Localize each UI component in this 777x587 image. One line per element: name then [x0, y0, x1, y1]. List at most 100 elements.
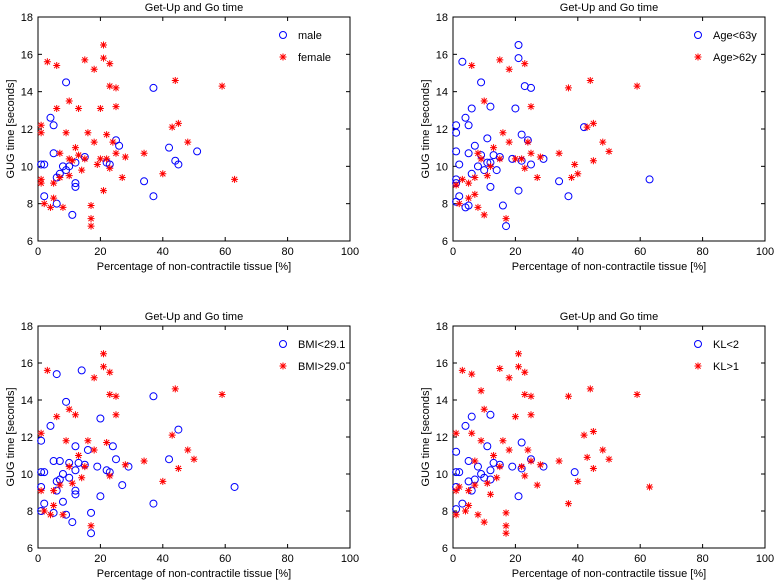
legend-marker-circle	[694, 340, 702, 348]
y-tick-label: 6	[27, 543, 33, 555]
data-point-star	[521, 60, 529, 68]
legend: BMI<29.1 BMI>29.0	[279, 339, 345, 373]
data-point-circle	[71, 179, 80, 188]
data-point-circle	[502, 222, 511, 231]
data-point-star	[477, 387, 485, 395]
legend-label: KL<2	[713, 339, 739, 351]
data-point-star	[103, 439, 111, 447]
data-point-circle	[230, 482, 239, 491]
data-point-star	[461, 507, 469, 515]
data-point-star	[37, 179, 45, 187]
data-point-star	[555, 149, 563, 157]
data-point-star	[583, 123, 591, 131]
data-point-circle	[483, 442, 492, 451]
x-tick-label: 40	[157, 246, 169, 258]
data-point-star	[87, 222, 95, 230]
data-point-star	[109, 138, 117, 146]
y-tick-label: 10	[21, 161, 33, 173]
data-point-star	[37, 129, 45, 137]
data-point-star	[646, 483, 654, 491]
data-point-circle	[511, 104, 520, 113]
data-point-star	[65, 97, 73, 105]
data-point-star	[505, 446, 513, 454]
data-point-circle	[470, 141, 479, 150]
y-tick-label: 16	[21, 49, 33, 61]
data-point-circle	[464, 121, 473, 130]
data-point-star	[505, 374, 513, 382]
data-point-star	[100, 350, 108, 358]
data-point-star	[121, 153, 129, 161]
y-tick-label: 10	[21, 469, 33, 481]
x-tick-label: 100	[756, 246, 774, 258]
data-point-star	[40, 507, 48, 515]
data-point-circle	[486, 182, 495, 191]
data-point-circle	[508, 462, 517, 471]
data-point-circle	[65, 162, 74, 171]
data-point-circle	[68, 518, 77, 527]
data-point-circle	[40, 160, 49, 169]
data-point-star	[486, 162, 494, 170]
data-point-circle	[118, 481, 127, 490]
data-point-star	[486, 490, 494, 498]
data-point-star	[106, 82, 114, 90]
data-point-circle	[455, 192, 464, 201]
data-point-star	[574, 477, 582, 485]
data-point-star	[59, 511, 67, 519]
legend-marker-star	[694, 53, 702, 61]
data-point-circle	[483, 134, 492, 143]
legend-marker-star	[279, 53, 287, 61]
data-point-star	[100, 54, 108, 62]
y-tick-label: 18	[436, 12, 448, 24]
data-point-circle	[461, 421, 470, 430]
data-point-circle	[527, 83, 535, 92]
data-point-star	[71, 144, 79, 152]
legend-marker-star	[279, 362, 287, 370]
data-point-circle	[514, 41, 523, 49]
legend-label: BMI<29.1	[298, 339, 345, 351]
data-point-circle	[486, 466, 495, 475]
data-point-star	[465, 194, 473, 202]
data-point-circle	[52, 199, 61, 208]
data-point-star	[68, 479, 76, 487]
data-point-star	[62, 129, 70, 137]
data-point-star	[583, 453, 591, 461]
data-point-star	[564, 392, 572, 400]
y-tick-label: 12	[21, 432, 33, 444]
y-tick-label: 16	[21, 358, 33, 370]
series-male	[37, 78, 202, 219]
y-tick-label: 6	[442, 236, 448, 248]
data-point-star	[56, 481, 64, 489]
data-point-star	[93, 160, 101, 168]
data-point-star	[174, 464, 182, 472]
data-point-star	[71, 411, 79, 419]
chart-title: Get-Up and Go time	[560, 311, 658, 323]
data-point-star	[490, 452, 498, 459]
y-tick-label: 8	[442, 199, 448, 211]
data-point-star	[521, 390, 529, 398]
data-point-star	[480, 97, 488, 105]
data-point-circle	[52, 370, 61, 379]
data-point-circle	[464, 457, 473, 466]
data-point-star	[527, 411, 535, 419]
data-point-circle	[112, 455, 120, 464]
data-point-circle	[452, 121, 461, 130]
y-axis-label: GUG time [seconds]	[5, 387, 17, 486]
data-point-star	[589, 464, 597, 472]
data-point-star	[480, 405, 488, 413]
data-point-star	[96, 104, 104, 112]
data-point-star	[477, 155, 485, 163]
data-point-circle	[40, 468, 49, 477]
x-axis-label: Percentage of non-contractile tissue [%]	[97, 568, 291, 580]
legend-label: female	[298, 52, 331, 64]
data-point-star	[465, 179, 473, 187]
data-point-star	[471, 481, 479, 489]
data-point-circle	[58, 470, 67, 478]
data-point-circle	[62, 78, 71, 87]
data-point-star	[483, 479, 491, 487]
x-tick-label: 100	[341, 246, 359, 258]
data-point-star	[533, 481, 541, 489]
data-point-star	[533, 174, 541, 182]
data-point-star	[499, 437, 507, 445]
chart-panel-2: 0 20 40 60 80 100 6 8 10 12 14 16 18 Get-Up and Go ti…	[420, 2, 774, 273]
data-point-circle	[96, 414, 105, 423]
